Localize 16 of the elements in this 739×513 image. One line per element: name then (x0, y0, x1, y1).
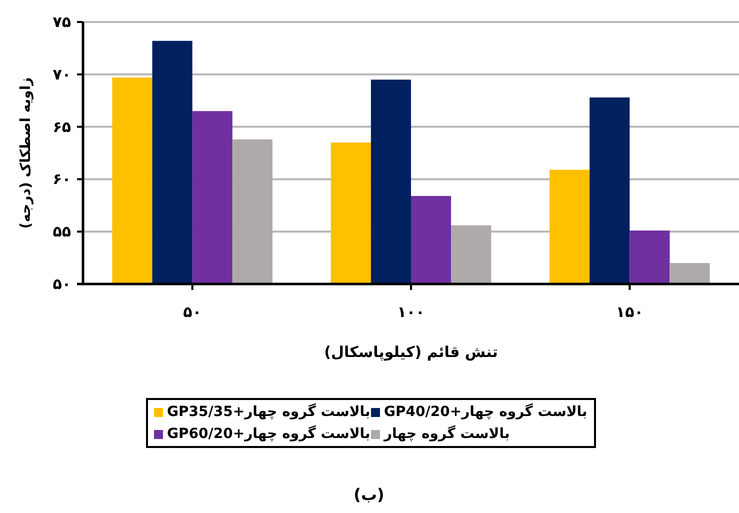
y-tick-label: ۵۰ (52, 275, 71, 293)
y-tick-label: ۷۵ (52, 13, 71, 31)
x-tick-label: ۵۰ (183, 303, 202, 321)
y-tick-label: ۶۵ (52, 118, 71, 136)
legend-label: بالاست گروه چهار+GP60/20 (167, 426, 370, 442)
y-tick-label: ۶۰ (52, 170, 71, 188)
legend-label: بالاست گروه چهار+GP40/20 (384, 404, 588, 420)
legend-label: بالاست گروه چهار (384, 426, 510, 442)
x-tick-label: ۱۰۰ (397, 303, 425, 321)
y-tick-label: ۵۵ (52, 222, 71, 241)
y-tick-label: ۷۰ (52, 65, 71, 84)
text: (ب) (354, 485, 384, 504)
legend-label: بالاست گروه چهار+GP35/35 (167, 404, 370, 420)
y-axis-title: زاویه اصطکاک (درجه) (18, 77, 34, 229)
x-tick-label: ۱۵۰ (616, 303, 644, 321)
x-axis-title: تنش قائم (کیلوپاسکال) (324, 343, 498, 361)
